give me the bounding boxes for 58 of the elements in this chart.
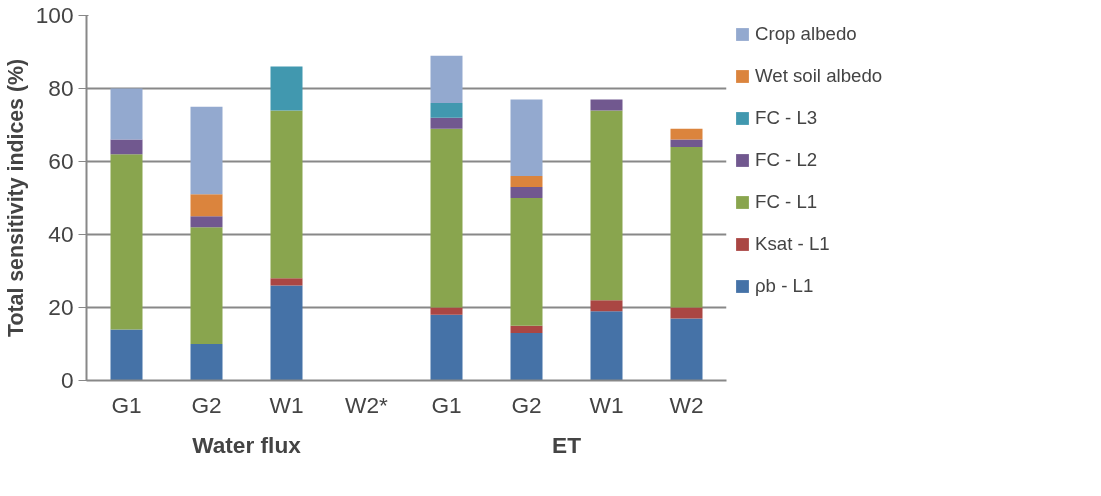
x-tick-label: W2	[669, 391, 704, 418]
x-tick-label: W2*	[345, 391, 389, 418]
bar	[590, 99, 623, 111]
bar	[430, 128, 463, 308]
bar	[270, 110, 303, 279]
y-tick-label: 100	[35, 2, 74, 28]
text: ET	[552, 431, 582, 458]
y-tick-label: 0	[60, 367, 74, 393]
legend-label: Ksat - L1	[755, 233, 830, 255]
y-tick-label: 20	[48, 294, 74, 320]
bar	[510, 325, 543, 334]
bar	[590, 300, 623, 312]
x-tick-label: G2	[191, 391, 222, 418]
bar	[590, 311, 623, 381]
bar	[670, 146, 703, 308]
x-tick-label: W1	[589, 391, 624, 418]
bar	[510, 187, 543, 198]
y-tick-label: 40	[48, 221, 74, 247]
bar	[670, 307, 703, 319]
legend-label: FC - L2	[755, 149, 818, 171]
bar	[190, 344, 223, 381]
bar	[190, 227, 223, 344]
bar	[670, 139, 703, 147]
bar	[430, 55, 463, 104]
y-tick-label: 60	[48, 148, 74, 174]
y-tick-label: 80	[48, 75, 74, 101]
legend-label: Wet soil albedo	[755, 65, 883, 87]
bar	[270, 278, 303, 286]
bar	[510, 99, 543, 177]
bar	[110, 329, 143, 381]
bar	[430, 103, 463, 118]
bar	[510, 333, 543, 381]
bar	[190, 106, 223, 195]
y-axis-title: Total sensitivity indices (%)	[3, 58, 28, 338]
x-tick-label: G2	[511, 391, 542, 418]
bar	[110, 88, 143, 140]
bar	[270, 66, 303, 111]
text: Water flux	[192, 431, 302, 458]
bar	[510, 176, 543, 188]
bar	[270, 285, 303, 381]
bar	[110, 154, 143, 330]
legend-label: Crop albedo	[755, 23, 857, 45]
x-tick-label: G1	[431, 391, 462, 418]
bar	[190, 194, 223, 217]
legend-label: ρb - L1	[755, 275, 814, 297]
bar	[190, 216, 223, 228]
bar	[590, 110, 623, 301]
bar	[430, 314, 463, 381]
bar	[110, 139, 143, 155]
bar	[430, 307, 463, 315]
bar	[670, 128, 703, 140]
x-tick-label: W1	[269, 391, 304, 418]
legend-label: FC - L3	[755, 107, 818, 129]
bar	[510, 198, 543, 326]
bar	[670, 318, 703, 381]
x-tick-label: G1	[111, 391, 142, 418]
bar	[430, 117, 463, 129]
legend-label: FC - L1	[755, 191, 818, 213]
